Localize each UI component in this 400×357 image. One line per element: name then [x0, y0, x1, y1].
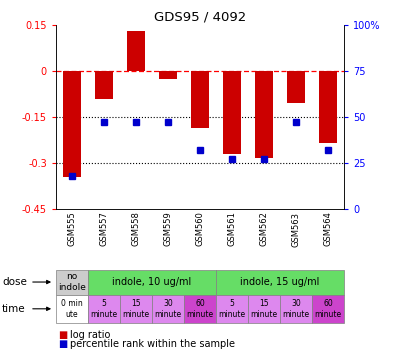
Title: GDS95 / 4092: GDS95 / 4092	[154, 11, 246, 24]
Text: log ratio: log ratio	[70, 330, 110, 340]
Text: ■: ■	[58, 330, 67, 340]
Text: 5
minute: 5 minute	[218, 299, 246, 318]
Text: 5
minute: 5 minute	[90, 299, 118, 318]
Bar	[223, 71, 241, 154]
Bar	[159, 71, 177, 79]
Bar	[127, 31, 145, 71]
Text: 30
minute: 30 minute	[154, 299, 182, 318]
Bar	[287, 71, 305, 103]
Text: indole, 15 ug/ml: indole, 15 ug/ml	[240, 277, 320, 287]
Bar	[95, 71, 113, 99]
Bar	[255, 71, 273, 158]
Bar	[191, 71, 209, 128]
Text: 0 min
ute: 0 min ute	[61, 299, 83, 318]
Text: percentile rank within the sample: percentile rank within the sample	[70, 339, 235, 349]
Text: time: time	[2, 304, 26, 314]
Bar	[319, 71, 337, 143]
Text: ■: ■	[58, 339, 67, 349]
Text: dose: dose	[2, 277, 27, 287]
Text: 15
minute: 15 minute	[122, 299, 150, 318]
Text: indole, 10 ug/ml: indole, 10 ug/ml	[112, 277, 192, 287]
Text: 15
minute: 15 minute	[250, 299, 278, 318]
Text: 60
minute: 60 minute	[186, 299, 214, 318]
Bar	[63, 71, 81, 177]
Text: 60
minute: 60 minute	[314, 299, 342, 318]
Text: no
indole: no indole	[58, 272, 86, 292]
Text: 30
minute: 30 minute	[282, 299, 310, 318]
